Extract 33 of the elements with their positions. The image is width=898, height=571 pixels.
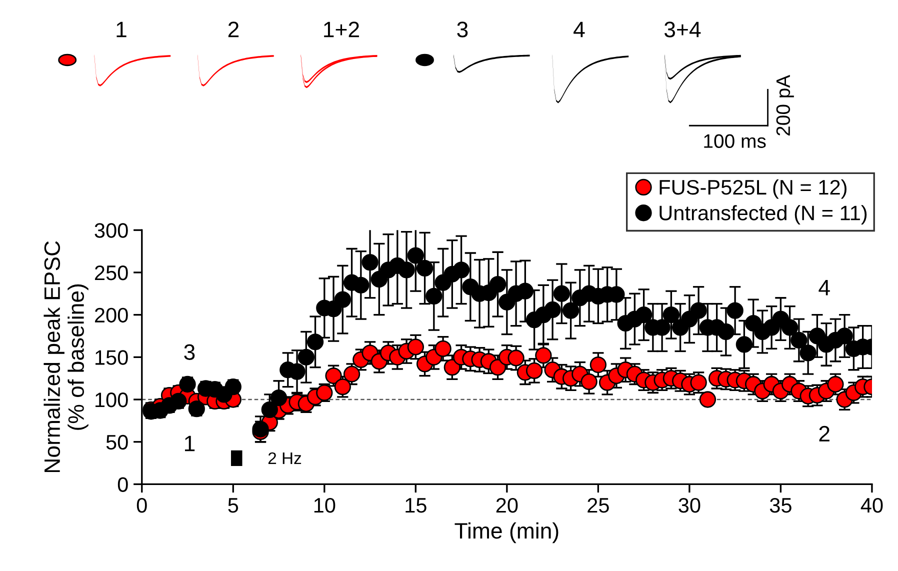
x-tick-label: 10 (314, 498, 336, 513)
annotation: 4 (818, 280, 830, 296)
y-tick-label: 200 (94, 308, 128, 323)
x-axis-title: Time (min) (454, 522, 558, 544)
x-tick-label: 25 (588, 498, 609, 513)
text: 100 ms (704, 134, 766, 148)
annotation: 3 (184, 344, 195, 360)
y-tick-label: 0 (118, 477, 128, 492)
y-tick-label: 50 (106, 434, 128, 450)
text: 3+4 (664, 22, 701, 38)
y-axis-title: Normalized peak EPSC (% of baseline) (44, 241, 88, 472)
annotation: 2 Hz (268, 452, 302, 464)
text: 2 (228, 22, 239, 38)
x-tick-label: 35 (770, 498, 792, 513)
text: 4 (574, 22, 585, 38)
x-tick-label: 5 (228, 498, 238, 513)
legend-label: Untransfected (N = 11) (660, 205, 867, 224)
annotation: 2 (819, 426, 830, 442)
text: 1+2 (324, 22, 359, 38)
y-tick-label: 100 (96, 392, 128, 408)
y-tick-label: 300 (94, 223, 128, 238)
text: 200 pA (776, 74, 794, 136)
x-tick-label: 20 (496, 498, 518, 513)
annotation: 1 (184, 436, 195, 452)
y-tick-label: 150 (96, 350, 128, 365)
text: 1 (116, 22, 126, 38)
x-tick-label: 40 (860, 498, 883, 513)
text: 3 (457, 22, 468, 38)
x-tick-label: 30 (678, 498, 700, 513)
legend-label: FUS-P525L (N = 12) (660, 179, 846, 199)
y-tick-label: 250 (94, 265, 128, 280)
x-tick-label: 15 (406, 498, 426, 513)
x-tick-label: 0 (136, 498, 147, 513)
